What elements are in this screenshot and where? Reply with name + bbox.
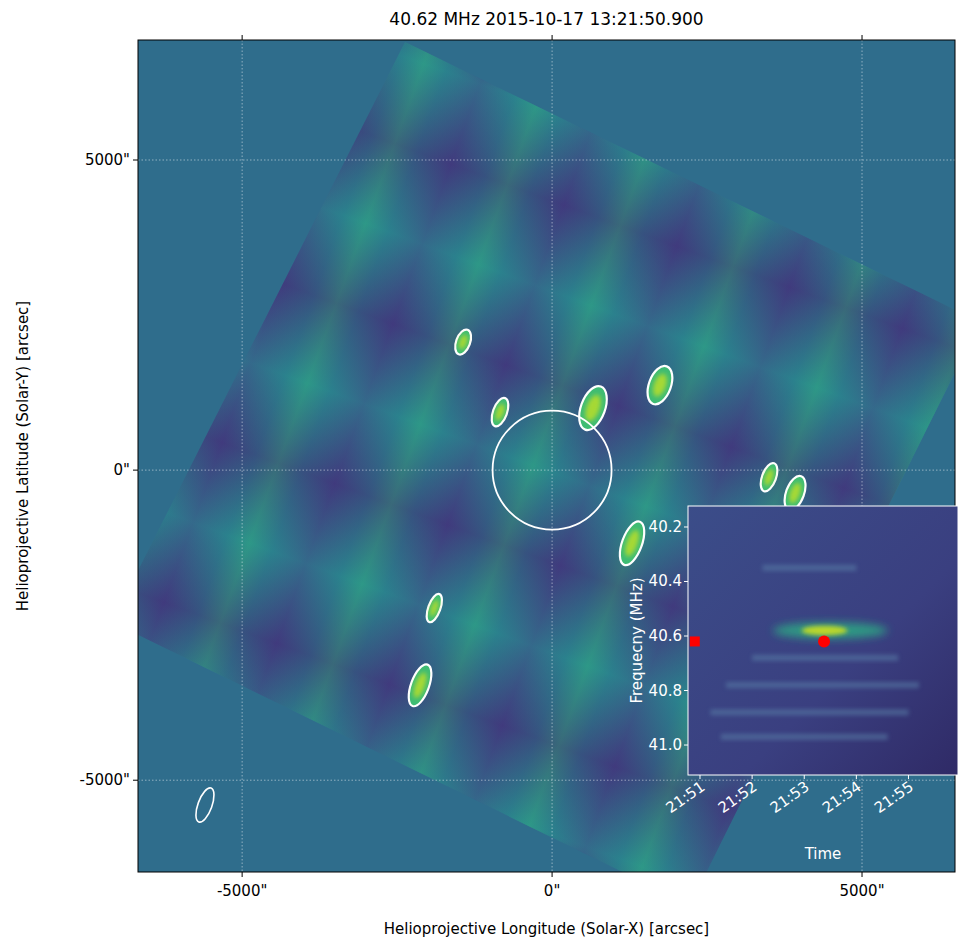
x-tick-label: 5000" bbox=[839, 882, 884, 900]
x-tick-label: 0" bbox=[544, 882, 560, 900]
spectral-feature bbox=[752, 655, 898, 661]
inset-y-tick-label: 40.4 bbox=[649, 572, 682, 590]
figure: -5000" 0" 5000" -5000" 0" 5000" 40.62 MHz 2015… bbox=[0, 0, 961, 944]
inset-frame bbox=[688, 506, 958, 775]
grid-line bbox=[138, 780, 955, 781]
source-group bbox=[615, 518, 649, 568]
source-contour bbox=[757, 461, 780, 494]
tick bbox=[856, 775, 857, 779]
image-extent bbox=[138, 42, 955, 872]
source-group bbox=[452, 327, 474, 356]
tick bbox=[684, 526, 688, 527]
tick bbox=[684, 690, 688, 691]
source-core bbox=[650, 372, 670, 399]
source-contour bbox=[452, 327, 474, 356]
tick bbox=[804, 775, 805, 779]
tick bbox=[699, 775, 700, 779]
source-group bbox=[424, 592, 446, 624]
y-axis-title: Helioprojective Latitude (Solar-Y) [arcs… bbox=[14, 301, 32, 611]
title: 40.62 MHz 2015-10-17 13:21:50.900 bbox=[389, 9, 703, 29]
marker-circle bbox=[818, 635, 830, 647]
y-tick-label: 5000" bbox=[85, 151, 130, 169]
inset-y-axis-title: Frequecny (MHz) bbox=[628, 577, 646, 703]
tick bbox=[752, 775, 753, 779]
tick bbox=[133, 160, 138, 161]
spectral-feature bbox=[763, 565, 857, 571]
source-core bbox=[411, 671, 429, 699]
tick bbox=[133, 470, 138, 471]
grid-line bbox=[242, 40, 243, 872]
source-contour bbox=[615, 518, 649, 568]
inset-plot-area bbox=[688, 506, 958, 775]
grid-line bbox=[138, 470, 955, 471]
burst bbox=[773, 622, 888, 638]
inset-y-tick-label: 40.2 bbox=[649, 518, 682, 536]
inset-x-tick-label: 21:54 bbox=[819, 778, 865, 818]
x-tick-label: -5000" bbox=[217, 882, 268, 900]
marker-square bbox=[690, 636, 700, 646]
tick bbox=[242, 35, 243, 40]
tick bbox=[242, 872, 243, 877]
inset-background bbox=[688, 506, 958, 775]
tick bbox=[684, 745, 688, 746]
beam bbox=[192, 786, 217, 825]
inset-y-tick-label: 41.0 bbox=[649, 736, 682, 754]
tick bbox=[862, 35, 863, 40]
inset-x-tick-label: 21:53 bbox=[767, 778, 813, 818]
solar-disk bbox=[493, 411, 612, 530]
tick bbox=[684, 581, 688, 582]
tick bbox=[552, 35, 553, 40]
grid-line bbox=[138, 160, 955, 161]
source-core bbox=[428, 599, 440, 618]
source-core bbox=[457, 333, 470, 350]
grid-line bbox=[552, 40, 553, 872]
source-contour bbox=[424, 592, 446, 624]
source-group bbox=[643, 363, 677, 408]
inset-x-tick-label: 21:51 bbox=[663, 778, 709, 818]
tick bbox=[133, 780, 138, 781]
source-contour bbox=[488, 396, 511, 429]
inset-y-tick-label: 40.8 bbox=[649, 682, 682, 700]
source-group bbox=[404, 662, 436, 710]
source-contour bbox=[643, 363, 677, 408]
source-core bbox=[493, 402, 506, 421]
inset-x-tick-label: 21:55 bbox=[871, 778, 917, 818]
y-tick-label: -5000" bbox=[80, 771, 131, 789]
source-core bbox=[762, 468, 775, 487]
inset-y-tick-label: 40.6 bbox=[649, 627, 682, 645]
y-tick-label: 0" bbox=[114, 461, 130, 479]
x-axis-title: Helioprojective Longitude (Solar-X) [arc… bbox=[384, 920, 709, 938]
spectral-feature bbox=[710, 709, 908, 715]
inset-x-tick-label: 21:52 bbox=[715, 778, 761, 818]
inset-x-axis-title: Time bbox=[804, 845, 842, 863]
tick bbox=[552, 872, 553, 877]
source-group bbox=[757, 461, 780, 494]
source-core bbox=[787, 481, 804, 505]
tick bbox=[684, 636, 688, 637]
source-contour bbox=[404, 662, 436, 710]
source-core bbox=[582, 393, 604, 423]
source-core bbox=[622, 528, 642, 558]
image-texture bbox=[138, 42, 955, 872]
tick bbox=[862, 872, 863, 877]
spectral-feature bbox=[721, 734, 888, 740]
spectral-feature bbox=[726, 682, 919, 688]
tick bbox=[908, 775, 909, 779]
source-group bbox=[488, 396, 511, 429]
plot-area bbox=[138, 40, 955, 872]
burst-core bbox=[802, 626, 848, 636]
